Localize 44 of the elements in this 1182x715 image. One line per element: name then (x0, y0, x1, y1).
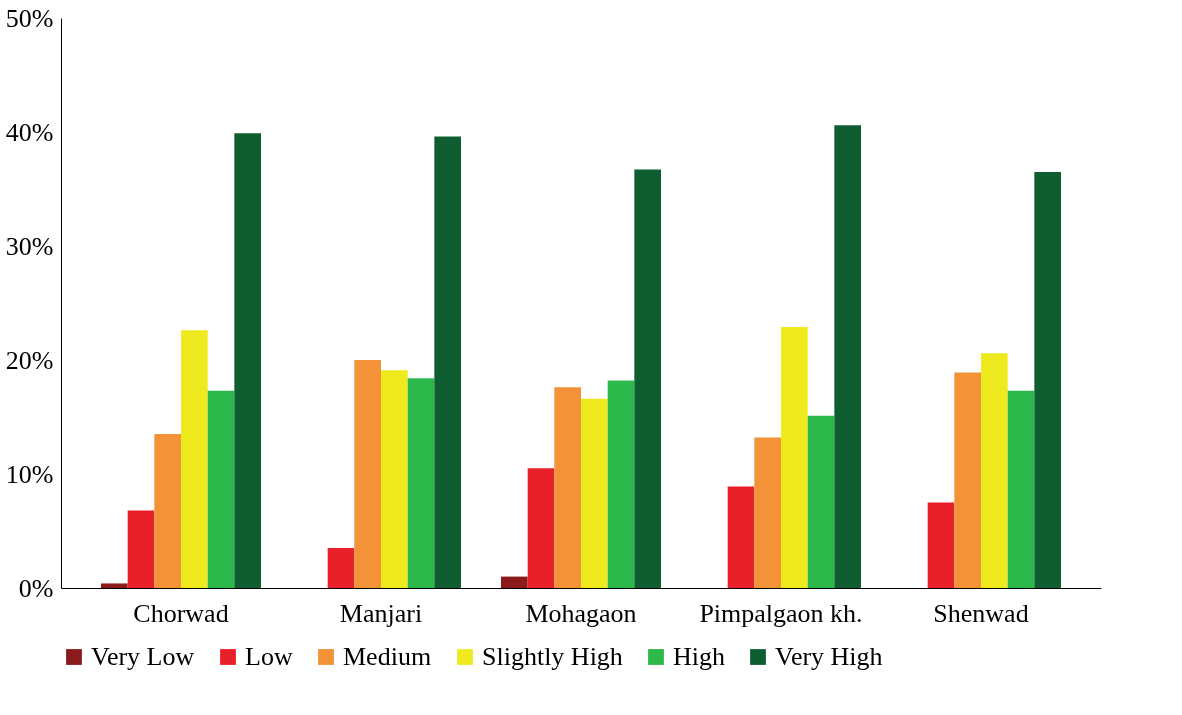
bar (581, 398, 608, 588)
x-tick-label: Pimpalgaon kh. (699, 598, 863, 628)
y-tick-label: 50% (5, 3, 54, 33)
y-tick-label: 30% (5, 231, 54, 261)
bar (127, 510, 155, 588)
bar (207, 390, 235, 588)
bar (527, 468, 555, 588)
bar (834, 125, 861, 588)
y-tick-label: 10% (5, 459, 54, 489)
bar (781, 326, 808, 588)
y-tick-label: 20% (5, 345, 54, 375)
y-tick-label: 0% (18, 573, 54, 603)
bar (554, 387, 581, 588)
bar (807, 415, 835, 588)
bar (381, 370, 408, 588)
bar (434, 136, 461, 588)
bar (927, 502, 955, 588)
legend-label: Slightly High (482, 642, 623, 671)
legend-label: Very Low (91, 642, 195, 671)
legend-label: High (673, 642, 725, 671)
bar (501, 576, 528, 588)
bar (634, 169, 661, 588)
bar (1007, 390, 1035, 588)
bar (181, 330, 208, 588)
bar (954, 372, 981, 588)
bar (727, 486, 755, 588)
bar (407, 378, 435, 588)
bar (327, 548, 355, 588)
x-tick-label: Chorwad (133, 598, 229, 628)
legend-label: Low (245, 642, 293, 671)
bar (607, 380, 635, 588)
x-tick-label: Manjari (339, 598, 423, 628)
bar (101, 583, 128, 588)
bar (234, 133, 261, 588)
bar (754, 437, 781, 588)
bar (1034, 171, 1061, 588)
legend-label: Very High (775, 642, 883, 671)
x-tick-label: Shenwad (933, 598, 1029, 628)
bar (354, 360, 381, 588)
bar (981, 353, 1008, 588)
bar (154, 434, 181, 588)
legend-label: Medium (343, 642, 432, 671)
y-tick-label: 40% (5, 117, 54, 147)
x-tick-label: Mohagaon (525, 598, 637, 628)
